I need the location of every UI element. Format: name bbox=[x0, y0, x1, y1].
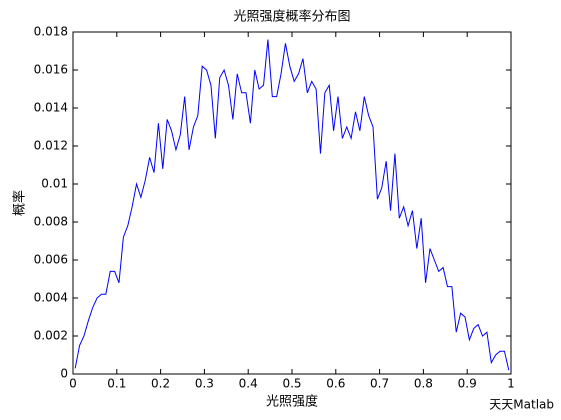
watermark: 天天Matlab bbox=[489, 398, 554, 412]
y-tick-label: 0.016 bbox=[34, 63, 68, 77]
x-tick-label: 0.9 bbox=[458, 377, 477, 391]
y-tick-label: 0.014 bbox=[34, 101, 68, 115]
chart-title: 光照强度概率分布图 bbox=[233, 9, 350, 25]
x-tick-label: 0.3 bbox=[195, 377, 214, 391]
x-tick-label: 0.7 bbox=[370, 377, 389, 391]
y-tick-label: 0.008 bbox=[34, 215, 68, 229]
y-tick-label: 0.012 bbox=[34, 139, 68, 153]
x-tick-label: 0.2 bbox=[151, 377, 170, 391]
x-tick-label: 0.8 bbox=[414, 377, 433, 391]
x-tick-label: 1 bbox=[507, 377, 515, 391]
data-line bbox=[74, 39, 510, 371]
y-tick-label: 0.002 bbox=[34, 329, 68, 343]
y-tick-label: 0 bbox=[60, 367, 68, 381]
x-tick-label: 0.5 bbox=[282, 377, 301, 391]
x-tick-label: 0.6 bbox=[326, 377, 345, 391]
x-tick-label: 0.4 bbox=[239, 377, 258, 391]
y-axis-label: 概率 bbox=[12, 190, 28, 216]
y-tick-label: 0.01 bbox=[41, 177, 68, 191]
x-tick-label: 0 bbox=[69, 377, 77, 391]
x-tick-label: 0.1 bbox=[107, 377, 126, 391]
y-tick-label: 0.004 bbox=[34, 291, 68, 305]
x-axis-label: 光照强度 bbox=[266, 394, 318, 410]
y-tick-label: 0.006 bbox=[34, 253, 68, 267]
y-tick-label: 0.018 bbox=[34, 25, 68, 39]
plot-area bbox=[72, 31, 512, 375]
